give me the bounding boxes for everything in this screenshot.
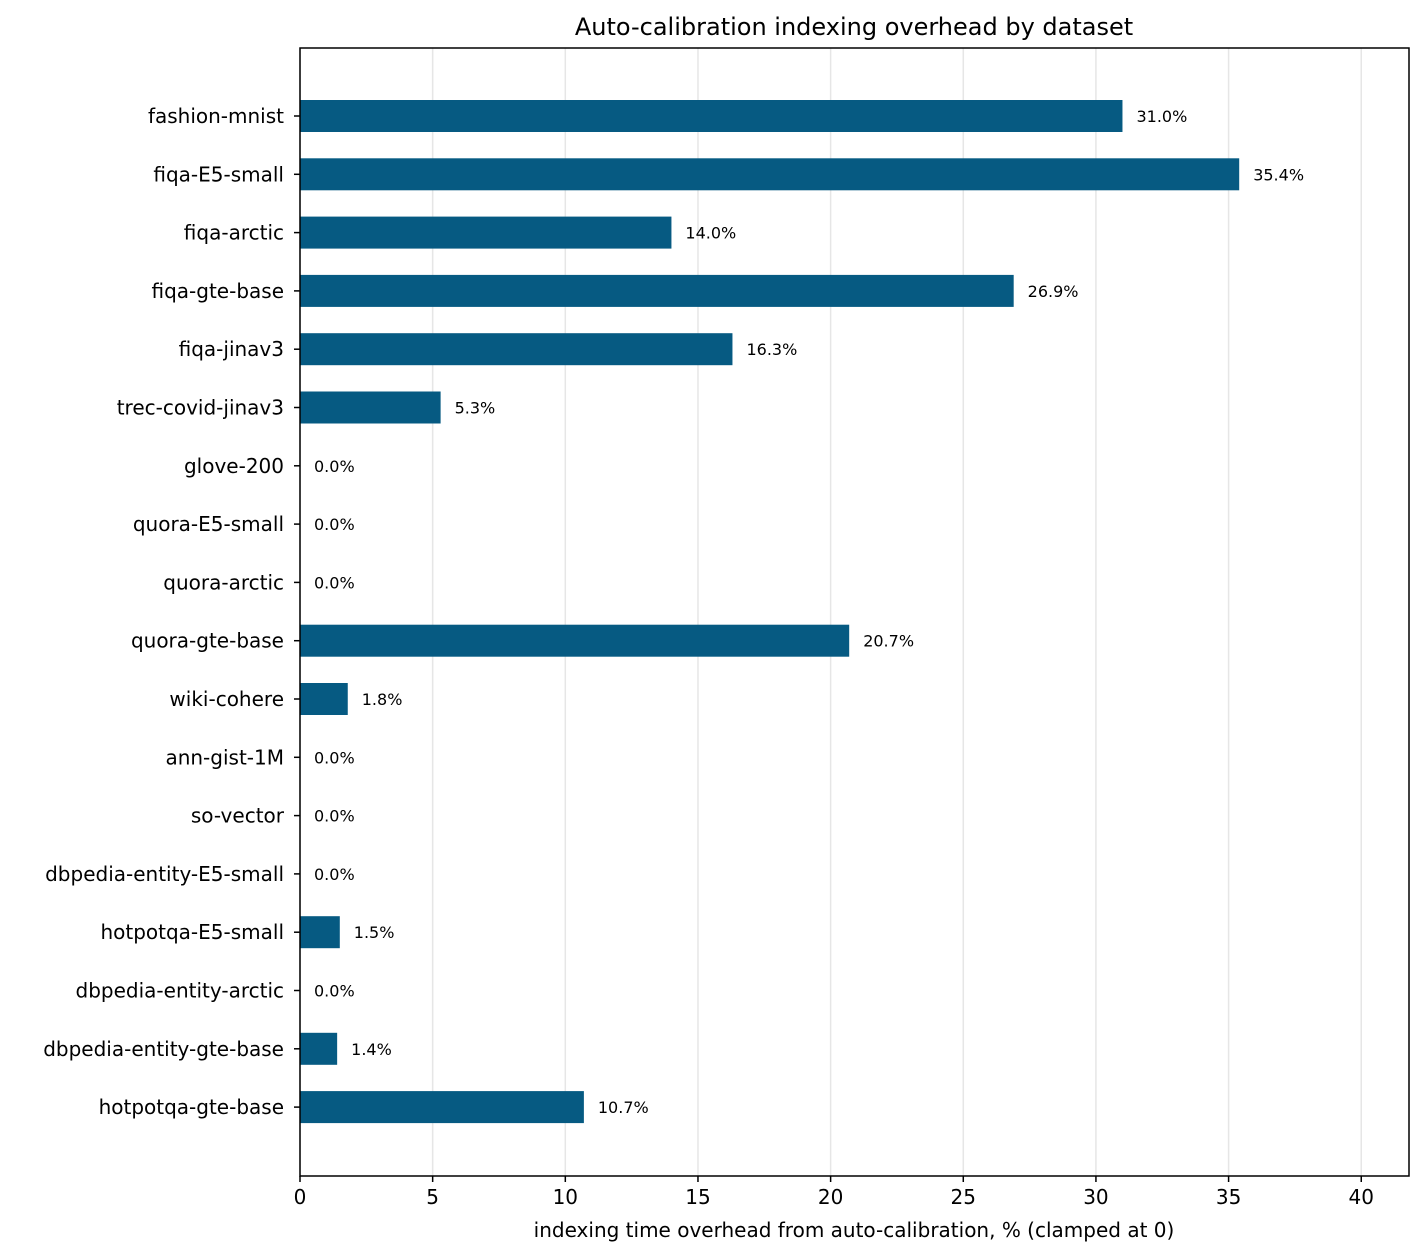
y-tick-label: fiqa-jinav3 (179, 337, 284, 361)
bar (300, 1032, 338, 1065)
x-axis-label: indexing time overhead from auto-calibra… (534, 1218, 1175, 1242)
bar-value-label: 0.0% (314, 515, 355, 534)
y-tick-label: fiqa-arctic (184, 221, 284, 245)
bar-value-label: 16.3% (746, 340, 797, 359)
bar-value-label: 35.4% (1253, 165, 1304, 184)
x-tick-label: 20 (818, 1185, 843, 1209)
bar (300, 274, 1014, 307)
bar-value-label: 1.8% (362, 690, 403, 709)
y-tick-label: quora-arctic (163, 570, 284, 594)
y-tick-label: hotpotqa-E5-small (100, 920, 284, 944)
bar-value-label: 5.3% (455, 399, 496, 418)
y-tick-label: quora-E5-small (133, 512, 284, 536)
bar-value-label: 10.7% (598, 1098, 649, 1117)
y-tick-label: ann-gist-1M (165, 745, 284, 769)
bar (300, 624, 850, 657)
y-tick-label: wiki-cohere (169, 687, 284, 711)
x-tick-label: 25 (951, 1185, 976, 1209)
x-tick-label: 40 (1349, 1185, 1374, 1209)
bars (300, 100, 1240, 1124)
y-tick-label: dbpedia-entity-arctic (76, 979, 284, 1003)
y-tick-label: hotpotqa-gte-base (99, 1095, 284, 1119)
x-tick-label: 10 (553, 1185, 578, 1209)
y-tick-label: quora-gte-base (131, 629, 284, 653)
x-tick-label: 15 (685, 1185, 710, 1209)
bar (300, 1091, 584, 1124)
bar-value-label: 0.0% (314, 865, 355, 884)
y-axis: fashion-mnist fiqa-E5-small fiqa-arctic fiq… (43, 104, 300, 1119)
bar (300, 683, 348, 715)
bar-value-label: 0.0% (314, 573, 355, 592)
y-tick-label: dbpedia-entity-E5-small (45, 862, 284, 886)
y-tick-label: fiqa-gte-base (152, 279, 285, 303)
bar-value-label: 0.0% (314, 748, 355, 767)
bar-value-label: 0.0% (314, 457, 355, 476)
bar (300, 916, 340, 949)
bar-value-label: 1.5% (354, 923, 395, 942)
y-tick-label: fiqa-E5-small (153, 162, 284, 186)
bar-value-label: 14.0% (685, 224, 736, 243)
bar (300, 333, 733, 366)
plot-frame (299, 47, 1410, 1177)
value-labels: 31.0% 35.4% 14.0% 26.9% 16.3% 5.3% 0.0% 0.0% 0.0… (314, 107, 1304, 1117)
y-tick-label: trec-covid-jinav3 (117, 396, 284, 420)
bar (300, 100, 1123, 132)
x-tick-label: 5 (426, 1185, 439, 1209)
y-tick-label: dbpedia-entity-gte-base (43, 1037, 284, 1061)
bar (300, 158, 1240, 191)
chart-title: Auto-calibration indexing overhead by da… (575, 13, 1133, 41)
bar-value-label: 31.0% (1136, 107, 1187, 126)
bar-value-label: 20.7% (863, 632, 914, 651)
y-tick-label: so-vector (191, 804, 285, 828)
y-tick-label: fashion-mnist (148, 104, 284, 128)
bar-value-label: 0.0% (314, 807, 355, 826)
x-tick-label: 30 (1083, 1185, 1108, 1209)
bar-value-label: 1.4% (351, 1040, 392, 1059)
bar (300, 216, 672, 249)
bar (300, 391, 441, 424)
bar-value-label: 26.9% (1028, 282, 1079, 301)
y-tick-label: glove-200 (184, 454, 284, 478)
x-tick-label: 0 (294, 1185, 307, 1209)
bar-value-label: 0.0% (314, 982, 355, 1001)
x-tick-label: 35 (1216, 1185, 1241, 1209)
x-axis: 0 5 10 15 20 25 30 35 40 (294, 1176, 1374, 1209)
